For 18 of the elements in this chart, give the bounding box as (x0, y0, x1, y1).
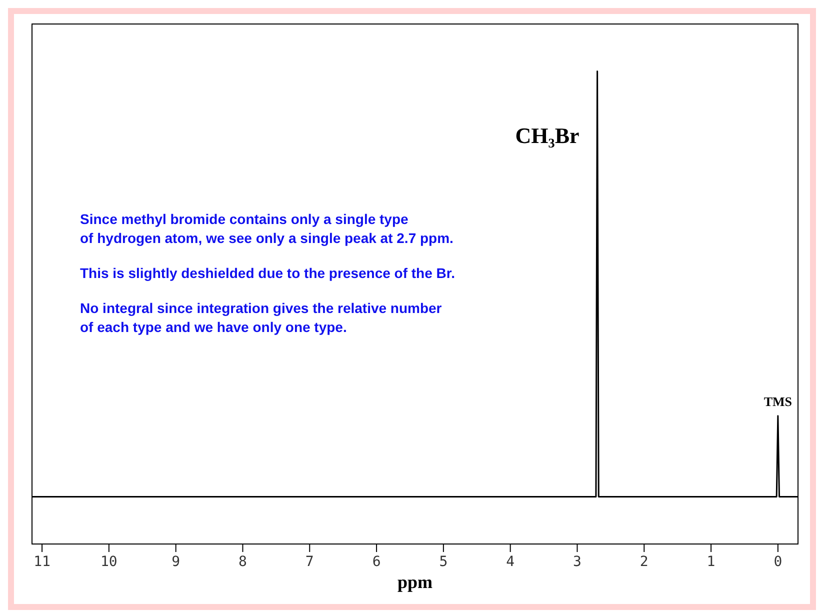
annotation: This is slightly deshielded due to the presence of the Br. (80, 264, 455, 283)
annotation: CH₃Br (515, 122, 580, 148)
x-tick-label: 1 (706, 554, 716, 570)
annotation: TMS (764, 394, 792, 409)
x-axis-title: ppm (397, 572, 433, 592)
x-tick-label: 9 (172, 554, 180, 570)
x-tick-label: 7 (305, 554, 314, 570)
x-tick-label: 8 (238, 554, 247, 570)
x-tick-label: 11 (34, 554, 50, 570)
annotation: Since methyl bromide contains only a single type of hydrogen atom, we see only a single peak at 2.7 ppm. (80, 210, 454, 248)
x-tick-label: 0 (774, 554, 782, 570)
x-tick-label: 5 (439, 554, 448, 570)
x-tick-label: 4 (506, 554, 515, 570)
x-tick-label: 6 (372, 554, 381, 570)
x-tick-label: 10 (100, 554, 118, 570)
annotation: No integral since integration gives the relative number of each type and we have only one type. (80, 299, 443, 337)
x-tick-label: 3 (573, 554, 582, 570)
x-tick-label: 2 (640, 554, 648, 570)
